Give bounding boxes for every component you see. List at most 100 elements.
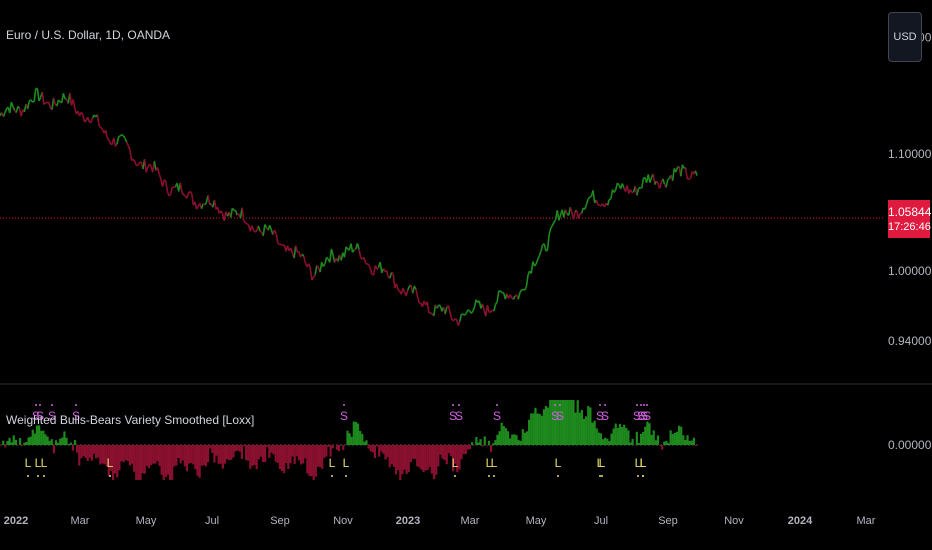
price-segment bbox=[681, 164, 685, 169]
price-segment bbox=[447, 305, 451, 313]
y-tick-label: 1.10000 bbox=[888, 147, 932, 161]
price-segment bbox=[38, 97, 42, 102]
price-segment bbox=[486, 304, 490, 313]
histogram-bar bbox=[665, 440, 668, 445]
histogram-bar bbox=[686, 435, 689, 445]
price-segment bbox=[104, 130, 109, 139]
histogram-bar bbox=[276, 445, 279, 463]
histogram-bar bbox=[494, 440, 497, 445]
price-segment bbox=[353, 248, 357, 251]
histogram-bar bbox=[420, 445, 423, 470]
histogram-bar bbox=[392, 445, 396, 467]
price-segment bbox=[689, 171, 693, 179]
histogram-bar bbox=[293, 445, 296, 464]
histogram-bar bbox=[551, 400, 554, 445]
price-segment bbox=[481, 303, 485, 311]
histogram-bar bbox=[462, 445, 465, 455]
price-segment bbox=[257, 225, 261, 232]
histogram-bar bbox=[599, 433, 603, 445]
histogram-bar bbox=[568, 400, 571, 445]
price-segment bbox=[168, 194, 172, 197]
price-segment bbox=[369, 268, 373, 275]
signal-long-label: L bbox=[486, 456, 493, 470]
histogram-bar bbox=[344, 445, 347, 446]
price-segment bbox=[329, 248, 333, 263]
histogram-bar bbox=[177, 445, 180, 459]
histogram-bar bbox=[314, 445, 317, 477]
price-segment bbox=[360, 257, 363, 260]
x-tick-label: 2022 bbox=[4, 515, 28, 527]
signal-dot bbox=[643, 404, 645, 406]
histogram-bar bbox=[519, 440, 522, 445]
histogram-bar bbox=[466, 445, 469, 450]
histogram-bar bbox=[48, 440, 51, 445]
histogram-bar bbox=[430, 445, 434, 474]
price-segment bbox=[609, 198, 612, 201]
price-segment bbox=[41, 91, 45, 105]
histogram-bar bbox=[591, 422, 594, 445]
price-segment bbox=[86, 116, 91, 123]
price-segment bbox=[280, 243, 284, 246]
signal-dot bbox=[559, 404, 561, 406]
price-segment bbox=[186, 193, 190, 199]
histogram-bar bbox=[230, 445, 233, 460]
histogram-bar bbox=[606, 438, 609, 445]
price-segment bbox=[119, 133, 123, 137]
price-segment bbox=[148, 163, 152, 167]
histogram-bar bbox=[114, 445, 117, 474]
histogram-bar bbox=[133, 445, 136, 472]
histogram-bar bbox=[528, 419, 531, 445]
price-segment bbox=[319, 261, 323, 273]
price-segment bbox=[330, 248, 334, 256]
histogram-bar bbox=[513, 434, 516, 445]
histogram-bar bbox=[213, 445, 216, 463]
signal-dot bbox=[496, 404, 498, 406]
last-price-value: 1.05844 bbox=[888, 205, 932, 219]
price-segment bbox=[309, 268, 313, 281]
signal-dot bbox=[488, 475, 490, 477]
signal-short-label: S bbox=[36, 409, 44, 423]
histogram-bar bbox=[658, 445, 662, 446]
signal-long-label: L bbox=[35, 456, 42, 470]
price-segment bbox=[517, 292, 521, 300]
histogram-bar bbox=[120, 445, 123, 462]
histogram-bar bbox=[694, 445, 698, 446]
histogram-bar bbox=[2, 440, 5, 445]
price-segment bbox=[493, 304, 497, 312]
price-segment bbox=[12, 106, 16, 111]
histogram-bar bbox=[597, 432, 600, 445]
histogram-bar bbox=[506, 431, 510, 445]
histogram-bar bbox=[553, 400, 556, 445]
histogram-bar bbox=[234, 445, 237, 452]
price-segment bbox=[614, 182, 619, 190]
histogram-bar bbox=[356, 423, 360, 445]
price-segment bbox=[213, 199, 217, 210]
price-segment bbox=[2, 112, 6, 117]
price-segment bbox=[200, 203, 204, 210]
histogram-bar bbox=[78, 445, 81, 466]
histogram-bar bbox=[521, 429, 524, 445]
signal-dot bbox=[27, 475, 29, 477]
histogram-bar bbox=[92, 445, 96, 454]
histogram-bar bbox=[38, 425, 41, 445]
price-segment bbox=[47, 101, 52, 109]
histogram-bar bbox=[572, 400, 575, 445]
histogram-bar bbox=[0, 445, 3, 446]
price-segment bbox=[116, 136, 120, 145]
histogram-bar bbox=[175, 445, 178, 466]
currency-button[interactable]: USD bbox=[888, 12, 922, 62]
price-segment bbox=[415, 289, 419, 297]
histogram-bar bbox=[111, 445, 115, 480]
price-segment bbox=[251, 225, 255, 231]
price-segment bbox=[108, 139, 112, 144]
histogram-bar bbox=[346, 430, 349, 445]
price-segment bbox=[314, 265, 318, 275]
histogram-bar bbox=[675, 431, 679, 445]
histogram-bar bbox=[437, 445, 440, 467]
price-segment bbox=[30, 99, 34, 103]
price-segment bbox=[524, 286, 528, 291]
price-segment bbox=[56, 99, 60, 107]
histogram-bar bbox=[82, 445, 85, 456]
price-segment bbox=[189, 190, 193, 194]
histogram-bar bbox=[682, 435, 685, 445]
